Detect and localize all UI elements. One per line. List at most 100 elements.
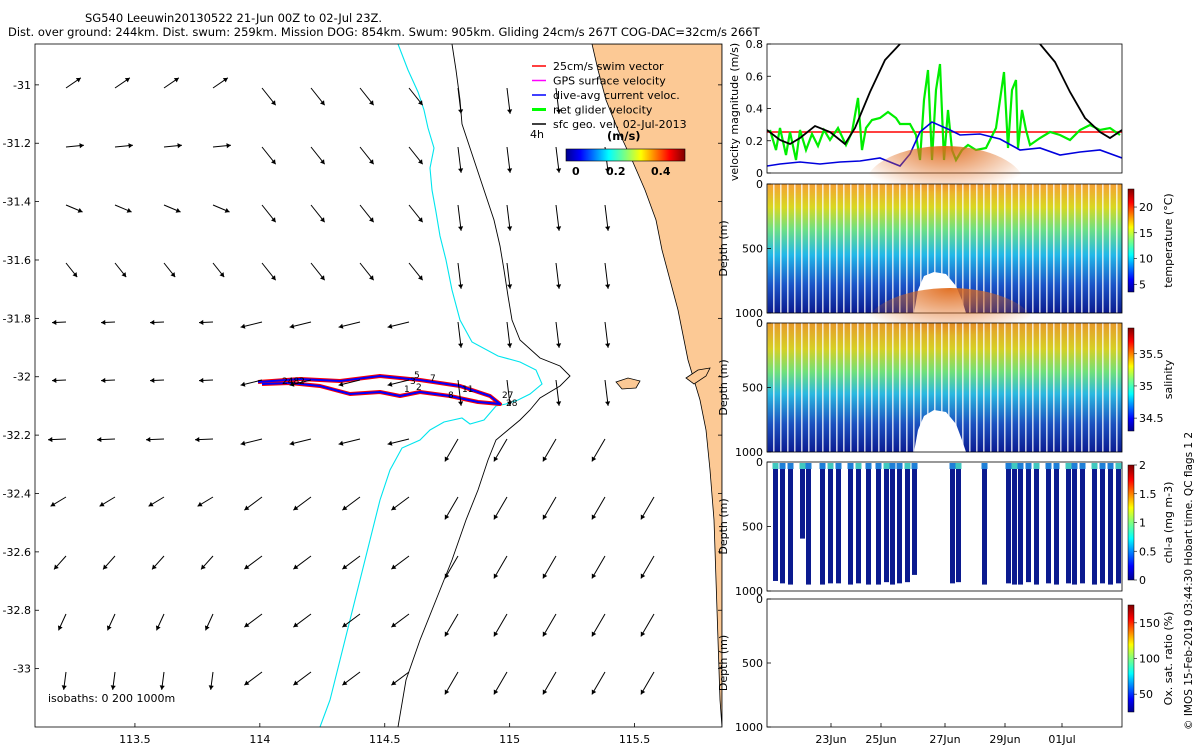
chl-profile (805, 463, 812, 585)
depth-tick-label: 1000 (735, 307, 763, 320)
map-axes: -31 -31.2 -31.4 -31.6 -31.8 -32 -32.2 -32.4 -32.… (3, 79, 722, 746)
depth-tick-label: 1000 (735, 446, 763, 459)
chl-profile (835, 463, 842, 584)
vel-tick-label: 0.8 (746, 38, 764, 51)
velocity-arrow (100, 377, 116, 383)
velocity-arrow (99, 496, 116, 507)
chl-profile (772, 463, 779, 581)
lat-tick-label: -32.8 (3, 604, 31, 617)
velocity-arrow (194, 436, 214, 443)
vel-tick-label: 0.6 (746, 70, 764, 83)
speed-colorbar (565, 148, 686, 162)
velocity-arrow (155, 613, 165, 631)
velocity-arrow (457, 321, 464, 348)
velocity-arrow (106, 613, 116, 631)
salinity-section (766, 288, 1123, 453)
velocity-arrow (387, 438, 410, 446)
velocity-arrow (457, 379, 464, 406)
track-label: 7 (430, 374, 436, 384)
isobath-200m (319, 44, 543, 727)
velocity-arrow (293, 613, 312, 628)
chl-profile (1107, 463, 1114, 585)
velocity-arrow (310, 87, 326, 106)
velocity-arrow (57, 613, 67, 631)
legend-label: dive-avg current veloc. (553, 89, 680, 102)
velocity-arrow (114, 77, 131, 89)
velocity-arrow (244, 613, 263, 628)
island-rottnest (615, 377, 641, 390)
velocity-arrow (444, 438, 459, 462)
velocity-arrow (163, 143, 182, 149)
velocity-arrow (506, 87, 513, 114)
depth-tick-label: 0 (756, 593, 763, 606)
chl-background (767, 462, 1122, 591)
velocity-arrow (159, 671, 165, 690)
chl-profile (847, 463, 854, 585)
velocity-arrow (338, 379, 361, 387)
chl-profile (855, 463, 862, 584)
velocity-arrow (149, 377, 165, 383)
velocity-arrow (338, 321, 361, 329)
velocity-arrow (457, 146, 464, 173)
velocity-arrow (555, 204, 562, 231)
velocity-arrow (640, 555, 655, 579)
velocity-arrow (542, 438, 557, 462)
lat-tick-label: -32.4 (3, 487, 31, 500)
chl-profile (1115, 463, 1122, 584)
glider-track (257, 375, 501, 405)
date-tick-label: 01Jul (1048, 733, 1075, 746)
velocity-arrow (198, 377, 214, 383)
velocity-arrow (591, 496, 606, 520)
legend-label: 25cm/s swim vector (553, 60, 664, 73)
velocity-arrow (493, 555, 508, 579)
colorbar-tick-1: 0.2 (606, 165, 626, 178)
velocity-arrow (408, 146, 424, 165)
colorbar-tick-2: 0.4 (651, 165, 671, 178)
isobath-1000m (397, 44, 571, 727)
depth-ylabel: Depth (m) (717, 359, 730, 415)
velocity-arrow (244, 496, 263, 511)
velocity-arrow (359, 146, 375, 165)
velocity-arrow (293, 671, 312, 686)
velocity-arrow (604, 262, 611, 289)
imos-credit-note: © IMOS 15-Feb-2019 03:44:30 Hobart time.… (1183, 432, 1195, 730)
velocity-arrow (145, 436, 165, 443)
track-label: 5 (414, 371, 420, 381)
velocity-arrow (149, 319, 165, 325)
velocity-arrow (163, 262, 176, 278)
chl-profile (955, 463, 962, 583)
chl-profile (1099, 463, 1106, 584)
chl-profile (1005, 463, 1012, 584)
chl-profile (1065, 463, 1072, 584)
lat-tick-label: -32.2 (3, 429, 31, 442)
track-label: 3 (410, 377, 416, 387)
velocity-arrow (240, 321, 263, 329)
isobaths-label: isobaths: 0 200 1000m (48, 692, 175, 705)
velocity-arrow (240, 438, 263, 446)
cbar-tick-label: 1 (1139, 517, 1146, 530)
velocity-arrow (444, 496, 459, 520)
velocity-arrow (555, 379, 562, 406)
vel-tick-label: 0 (756, 167, 763, 180)
velocity-arrow (53, 555, 67, 570)
velocity-arrow (506, 321, 513, 348)
vel-tick-label: 0.4 (746, 103, 764, 116)
date-tick-label: 27Jun (929, 733, 960, 746)
lon-tick-label: 115.5 (619, 733, 651, 746)
legend-label: sfc geo. vel. 02-Jul-2013 (553, 118, 687, 131)
velocity-arrow (542, 496, 557, 520)
surface-geo-velocity-series (767, 44, 1122, 146)
map-frame (34, 43, 723, 728)
velocity-arrow (493, 671, 508, 695)
velocity-arrow (640, 671, 655, 695)
colorbar-tick-0: 0 (572, 165, 580, 178)
lat-tick-label: -31 (13, 79, 31, 92)
velocity-arrow (338, 438, 361, 446)
chl-profile (779, 463, 786, 584)
chl-profile (904, 463, 911, 583)
chl-profile (883, 463, 890, 583)
cbar-label: temperature (°C) (1162, 193, 1175, 287)
velocity-arrow (51, 319, 67, 325)
